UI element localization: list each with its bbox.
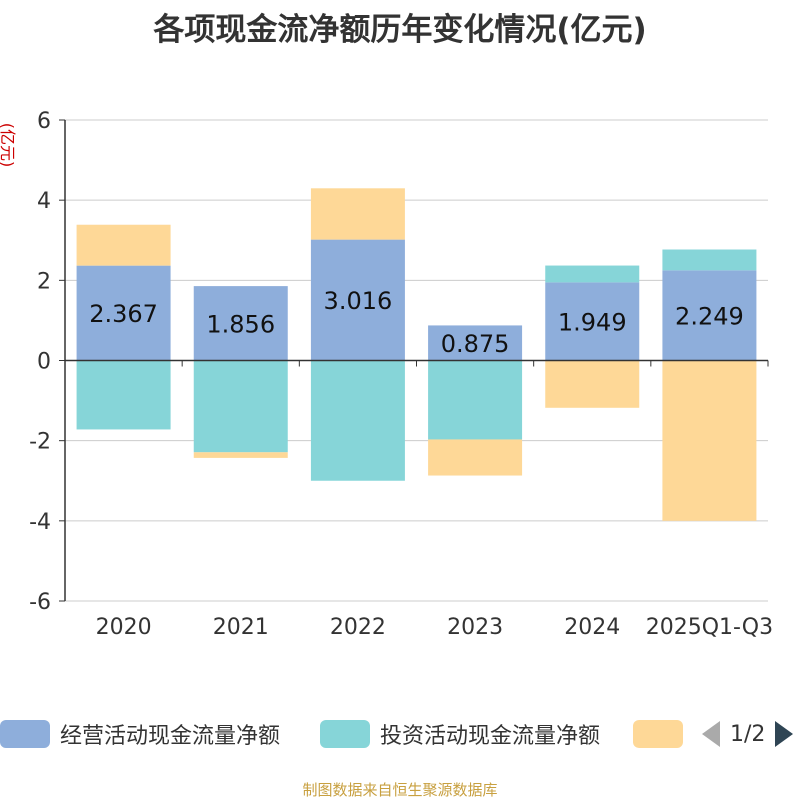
bar-segment-3 <box>193 452 288 458</box>
data-label: 1.856 <box>206 310 275 338</box>
legend-item-investing[interactable]: 投资活动现金流量净额 <box>320 716 600 752</box>
y-tick-label: 2 <box>37 269 51 294</box>
x-tick-label: 2022 <box>330 615 386 640</box>
source-note: 制图数据来自恒生聚源数据库 <box>302 781 498 799</box>
y-tick-label: 6 <box>37 109 51 134</box>
legend-label-investing: 投资活动现金流量净额 <box>380 724 601 749</box>
y-tick-label: 0 <box>37 350 51 375</box>
y-axis-label: (亿元) <box>0 123 17 168</box>
x-tick-label: 2020 <box>96 615 152 640</box>
data-label: 1.949 <box>558 308 627 336</box>
data-label: 3.016 <box>324 287 393 315</box>
y-tick-label: 4 <box>37 189 51 214</box>
data-label: 2.367 <box>89 300 158 328</box>
legend-swatch-investing <box>320 720 370 748</box>
bar-segment-2 <box>193 360 288 453</box>
bar-segment-1 <box>662 270 757 361</box>
pager-page-indicator: 1/2 <box>730 721 766 747</box>
bar-segment-3 <box>662 360 757 521</box>
y-tick-label: -6 <box>29 590 51 615</box>
y-tick-label: -2 <box>29 430 51 455</box>
x-tick-label: 2024 <box>564 615 620 640</box>
bar-segment-1 <box>193 286 288 361</box>
bar-segment-3 <box>310 188 405 240</box>
bar-segment-3 <box>545 360 640 408</box>
chart-title: 各项现金流净额历年变化情况(亿元) <box>153 12 647 48</box>
pager-prev-arrow-icon[interactable] <box>702 721 720 747</box>
bar-segment-3 <box>76 224 171 266</box>
bar-segment-1 <box>76 265 171 361</box>
legend-swatch-operating <box>0 720 50 748</box>
x-tick-label: 2025Q1-Q3 <box>646 615 773 640</box>
bar-segment-3 <box>428 439 523 476</box>
x-tick-label: 2021 <box>213 615 269 640</box>
data-label: 2.249 <box>675 302 744 330</box>
bar-segment-1 <box>310 239 405 361</box>
legend-label-operating: 经营活动现金流量净额 <box>60 724 281 749</box>
legend-item-financing[interactable] <box>633 716 693 752</box>
bar-segment-2 <box>428 360 523 440</box>
chart-plot: 6 4 2 0 -2 -4 -6 (亿元) 2.367 1.856 3.016 0.875 1.949 2… <box>0 109 773 640</box>
bar-segment-2 <box>310 360 405 481</box>
bar-segment-2 <box>662 249 757 271</box>
legend-pager: 1/2 <box>702 716 794 752</box>
bar-segment-2 <box>545 265 640 283</box>
bar-segment-1 <box>428 325 523 361</box>
bar-segment-1 <box>545 282 640 361</box>
data-label: 0.875 <box>441 330 510 358</box>
legend-swatch-financing <box>633 720 683 748</box>
legend-item-operating[interactable]: 经营活动现金流量净额 <box>0 716 280 752</box>
x-tick-label: 2023 <box>447 615 503 640</box>
y-tick-label: -4 <box>29 510 51 535</box>
pager-next-arrow-icon[interactable] <box>775 721 794 747</box>
bar-segment-2 <box>76 360 171 430</box>
legend: 经营活动现金流量净额 投资活动现金流量净额 1/2 <box>0 716 800 756</box>
